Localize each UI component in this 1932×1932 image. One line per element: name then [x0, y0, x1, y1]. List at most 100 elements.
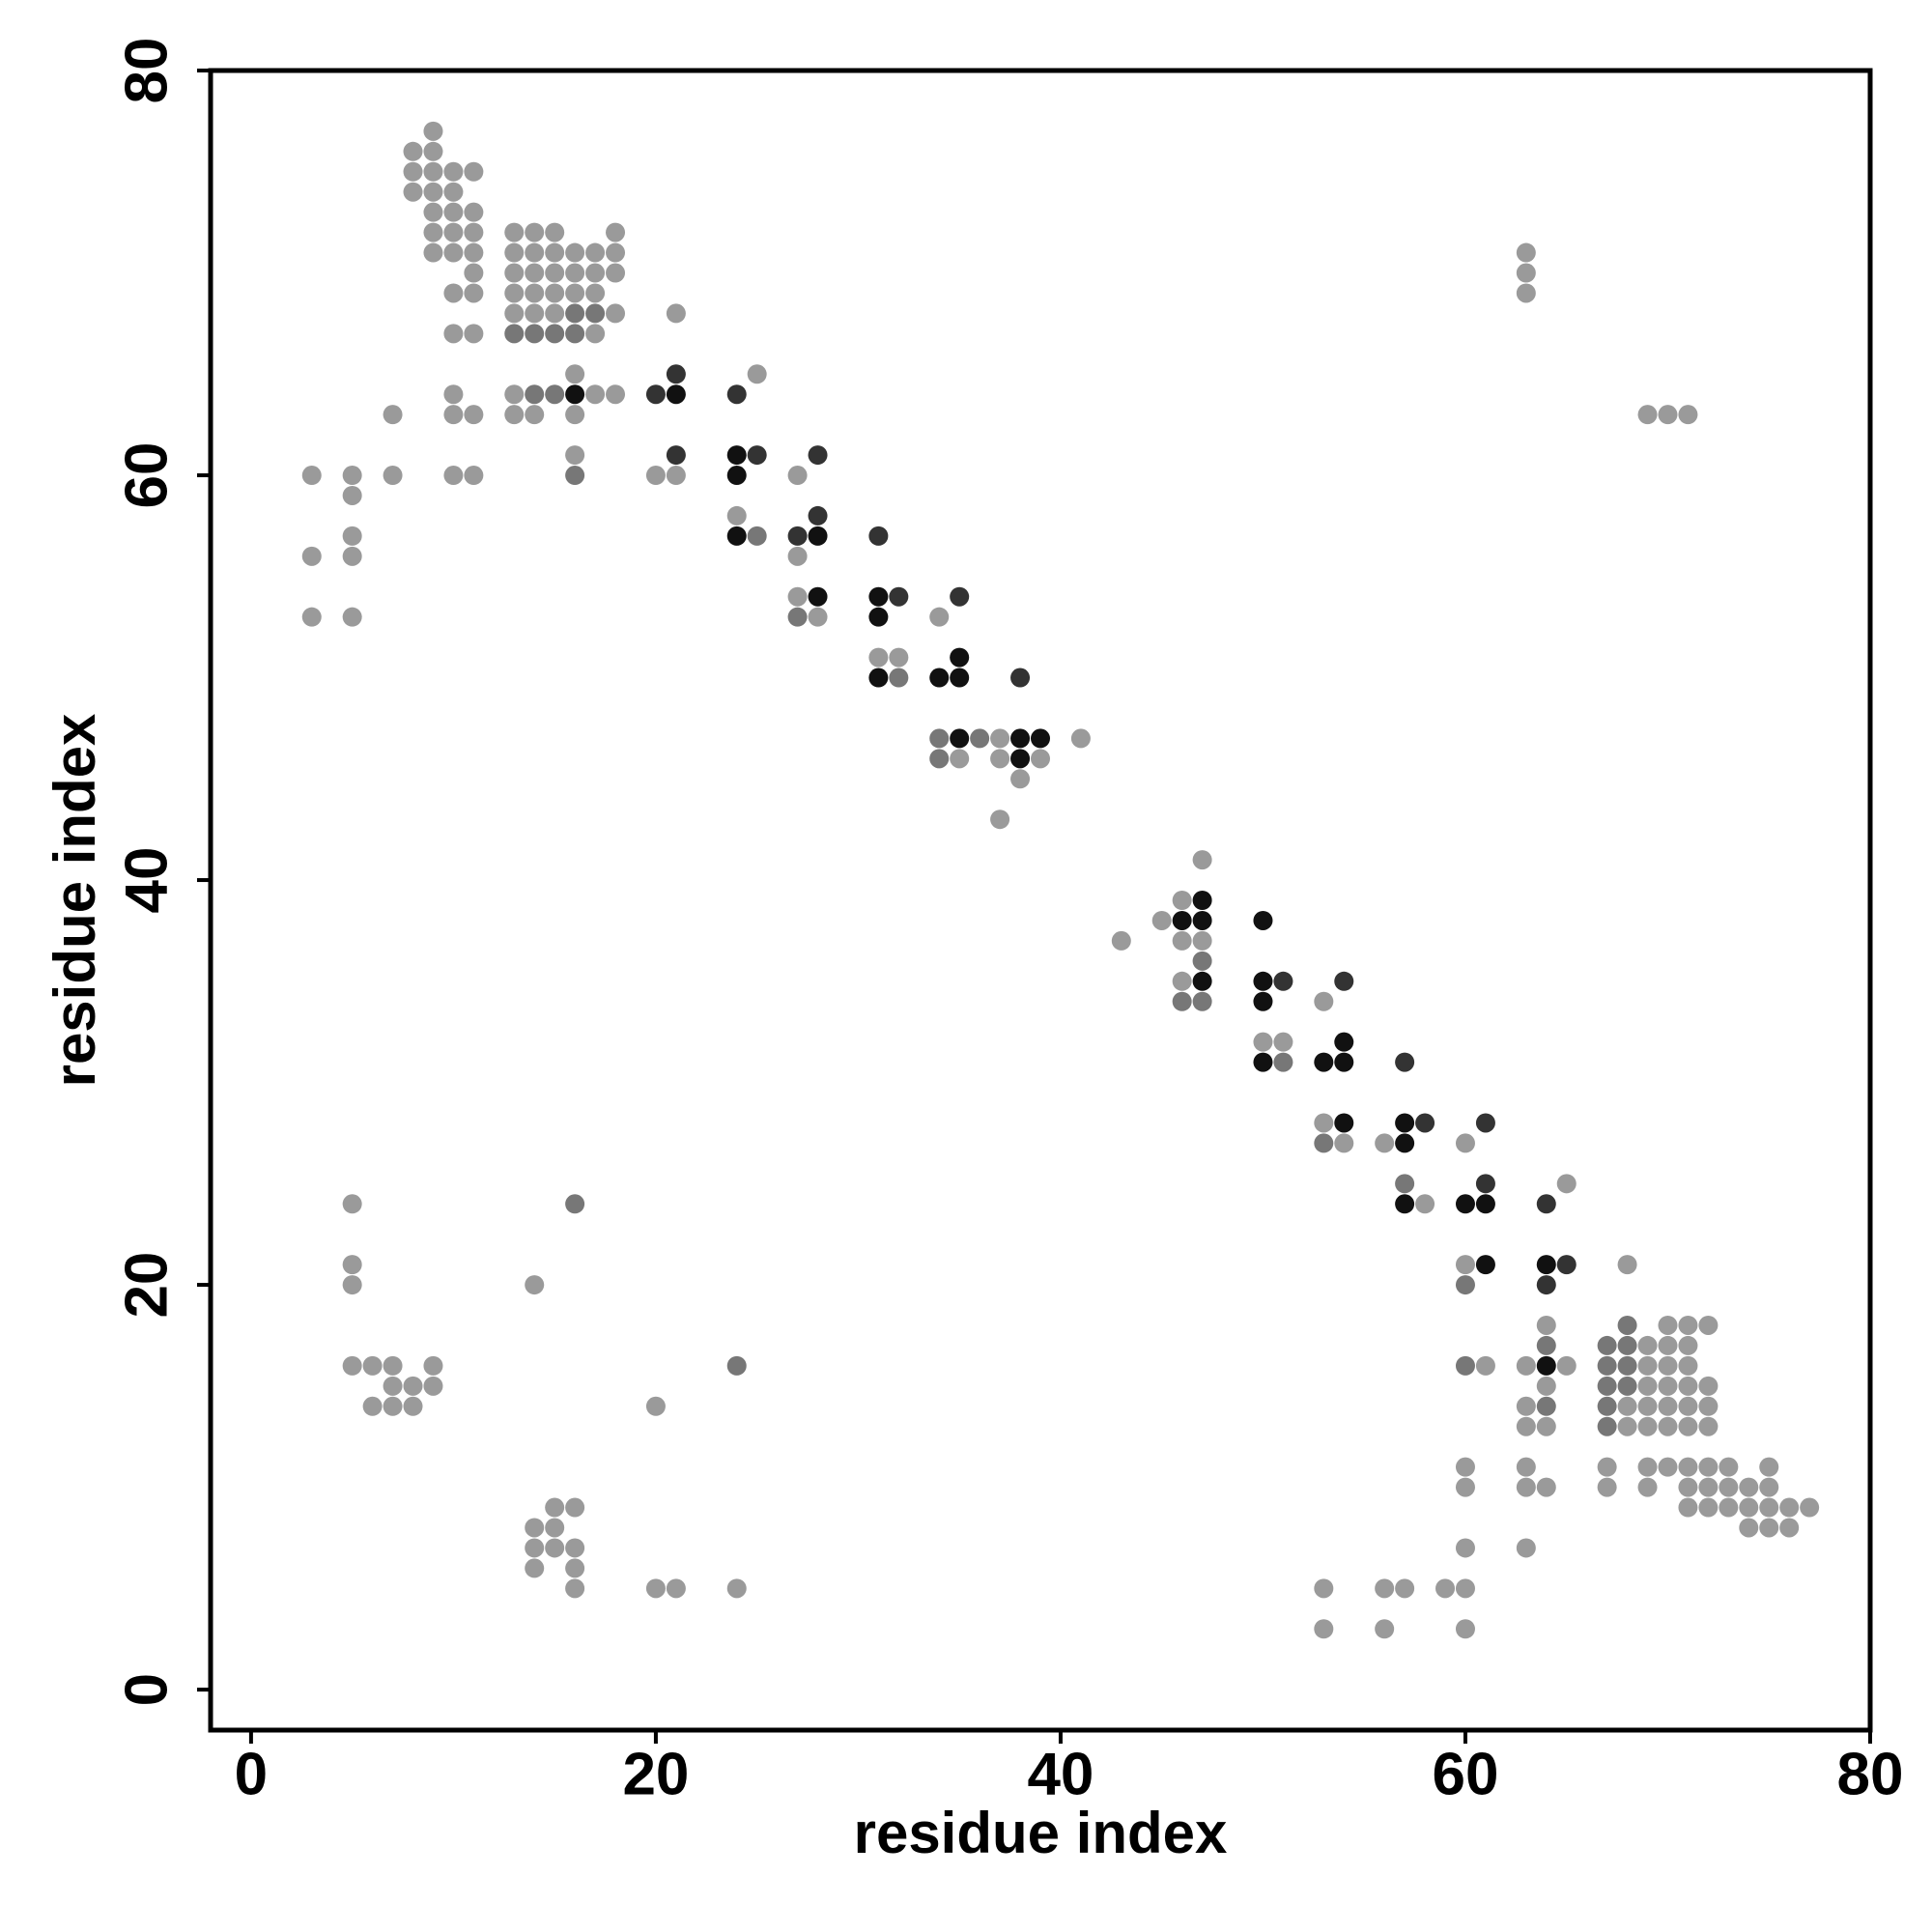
contact-point: [1010, 769, 1031, 789]
contact-point: [950, 586, 970, 607]
contact-point: [342, 1355, 362, 1376]
contact-point: [1334, 1052, 1354, 1072]
contact-point: [1435, 1578, 1456, 1599]
contact-point: [504, 242, 525, 263]
contact-point: [525, 263, 545, 283]
contact-point: [747, 526, 767, 546]
contact-point: [545, 263, 565, 283]
contact-point: [464, 283, 484, 303]
contact-point: [1455, 1255, 1475, 1275]
contact-point: [301, 607, 322, 627]
contact-point: [1375, 1133, 1395, 1153]
contact-point: [1658, 1376, 1678, 1396]
contact-point: [423, 121, 443, 141]
contact-point: [423, 182, 443, 202]
contact-point: [606, 303, 626, 324]
contact-point: [342, 526, 362, 546]
contact-point: [504, 405, 525, 425]
contact-point: [383, 1376, 403, 1396]
contact-point: [1395, 1194, 1415, 1214]
contact-point: [464, 202, 484, 222]
contact-point: [868, 668, 889, 688]
contact-point: [1637, 1335, 1658, 1355]
contact-point: [726, 1578, 747, 1599]
contact-point: [1719, 1457, 1739, 1477]
contact-point: [464, 466, 484, 486]
contact-point: [565, 1558, 585, 1578]
contact-point: [1475, 1113, 1495, 1133]
contact-point: [545, 222, 565, 242]
x-tick-label: 20: [622, 1741, 689, 1807]
contact-point: [1678, 1315, 1698, 1335]
contact-point: [1637, 1396, 1658, 1416]
x-tick-label: 0: [235, 1741, 268, 1807]
contact-point: [1597, 1376, 1617, 1396]
contact-point: [342, 1275, 362, 1295]
contact-point: [565, 405, 585, 425]
contact-point: [504, 263, 525, 283]
contact-point: [606, 384, 626, 405]
contact-point: [1273, 971, 1293, 991]
contact-point: [1253, 971, 1273, 991]
contact-point: [868, 647, 889, 668]
contact-point: [1698, 1315, 1719, 1335]
contact-point: [585, 324, 606, 344]
contact-point: [1334, 1113, 1354, 1133]
contact-point: [525, 405, 545, 425]
contact-point: [1455, 1194, 1475, 1214]
contact-point: [362, 1355, 383, 1376]
contact-point: [787, 526, 808, 546]
contact-point: [504, 222, 525, 242]
contact-point: [1334, 971, 1354, 991]
contact-point: [1658, 1335, 1678, 1355]
contact-point: [1314, 1619, 1334, 1639]
contact-point: [1395, 1133, 1415, 1153]
contact-point: [545, 1497, 565, 1518]
contact-point: [1516, 1538, 1536, 1558]
contact-point: [1455, 1355, 1475, 1376]
contact-point: [1637, 1355, 1658, 1376]
contact-point: [1536, 1194, 1556, 1214]
contact-point: [990, 728, 1010, 749]
y-tick-label: 80: [113, 38, 180, 104]
contact-point: [1516, 263, 1536, 283]
contact-point: [443, 405, 464, 425]
contact-point: [1375, 1619, 1395, 1639]
contact-point: [1658, 1355, 1678, 1376]
contact-point: [423, 242, 443, 263]
contact-point: [726, 466, 747, 486]
contact-point: [1172, 971, 1192, 991]
contact-point: [403, 182, 423, 202]
contact-point: [645, 1396, 666, 1416]
contact-point: [565, 283, 585, 303]
contact-point: [1698, 1477, 1719, 1497]
contact-point: [1010, 728, 1031, 749]
contact-point: [464, 324, 484, 344]
contact-point: [403, 1376, 423, 1396]
contact-point: [1455, 1275, 1475, 1295]
contact-point: [1031, 749, 1050, 769]
contact-point: [1536, 1376, 1556, 1396]
contact-point: [585, 303, 606, 324]
contact-point: [1597, 1416, 1617, 1436]
contact-point: [545, 324, 565, 344]
contact-point: [525, 1538, 545, 1558]
contact-point: [443, 182, 464, 202]
contact-point: [565, 324, 585, 344]
contact-point: [1192, 891, 1212, 910]
contact-point: [1395, 1113, 1415, 1133]
contact-point: [666, 384, 686, 405]
contact-point: [1637, 1376, 1658, 1396]
contact-point: [1516, 1477, 1536, 1497]
contact-point: [545, 1538, 565, 1558]
contact-point: [1698, 1376, 1719, 1396]
contact-point: [726, 384, 747, 405]
contact-point: [1192, 850, 1212, 870]
contact-point: [565, 1578, 585, 1599]
contact-point: [1536, 1255, 1556, 1275]
contact-point: [383, 1355, 403, 1376]
contact-point: [1759, 1477, 1779, 1497]
contact-point: [1516, 1457, 1536, 1477]
contact-point: [787, 466, 808, 486]
contact-point: [1172, 910, 1192, 930]
